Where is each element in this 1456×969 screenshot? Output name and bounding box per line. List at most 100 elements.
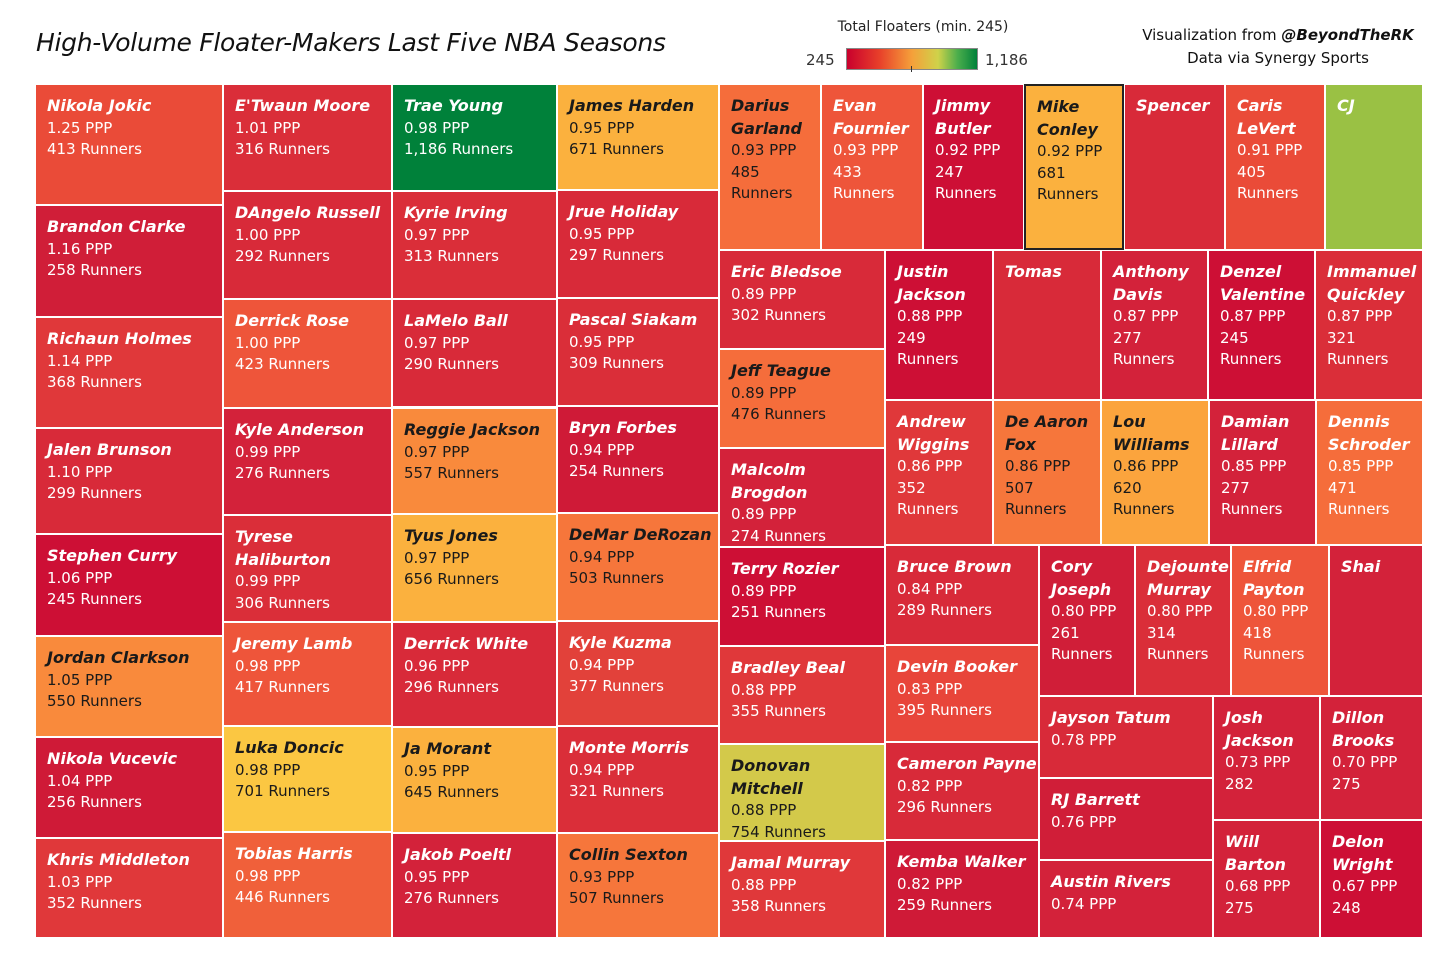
- treemap-cell[interactable]: Nikola Vucevic 1.04 PPP 256 Runners: [35, 737, 223, 838]
- cell-ppp: 0.80 PPP: [1147, 602, 1213, 620]
- treemap-cell[interactable]: Dillon Brooks 0.70 PPP 275: [1320, 696, 1423, 820]
- cell-ppp: 0.93 PPP: [731, 141, 797, 159]
- cell-runners: 251 Runners: [731, 603, 826, 621]
- treemap-cell[interactable]: DAngelo Russell 1.00 PPP 292 Runners: [223, 191, 392, 299]
- treemap-cell[interactable]: Derrick Rose 1.00 PPP 423 Runners: [223, 299, 392, 408]
- cell-runners: 247 Runners: [935, 162, 997, 203]
- treemap-cell[interactable]: DeMar DeRozan 0.94 PPP 503 Runners: [557, 513, 719, 621]
- cell-ppp: 0.95 PPP: [569, 118, 635, 137]
- cell-ppp: 0.94 PPP: [569, 760, 635, 779]
- treemap-cell[interactable]: James Harden 0.95 PPP 671 Runners: [557, 84, 719, 190]
- treemap-cell[interactable]: RJ Barrett 0.76 PPP: [1039, 778, 1213, 860]
- treemap-cell[interactable]: LaMelo Ball 0.97 PPP 290 Runners: [392, 299, 557, 407]
- cell-player-name: De Aaron Fox: [1005, 412, 1089, 454]
- treemap-cell[interactable]: Cameron Payne 0.82 PPP 296 Runners: [885, 742, 1039, 840]
- cell-ppp: 0.83 PPP: [897, 679, 963, 698]
- treemap-cell[interactable]: Pascal Siakam 0.95 PPP 309 Runners: [557, 298, 719, 406]
- treemap-cell[interactable]: Damian Lillard 0.85 PPP 277 Runners: [1209, 400, 1316, 545]
- treemap-cell[interactable]: Justin Jackson 0.88 PPP 249 Runners: [885, 250, 993, 400]
- treemap-cell[interactable]: Bryn Forbes 0.94 PPP 254 Runners: [557, 406, 719, 513]
- credit-handle: @BeyondTheRK: [1281, 26, 1414, 44]
- treemap-cell[interactable]: E'Twaun Moore 1.01 PPP 316 Runners: [223, 84, 392, 191]
- cell-player-name: Eric Bledsoe: [731, 262, 842, 281]
- treemap-cell[interactable]: Luka Doncic 0.98 PPP 701 Runners: [223, 726, 392, 832]
- treemap-cell[interactable]: Anthony Davis 0.87 PPP 277 Runners: [1101, 250, 1208, 400]
- cell-player-name: Andrew Wiggins: [897, 412, 970, 454]
- treemap-cell[interactable]: Tyus Jones 0.97 PPP 656 Runners: [392, 514, 557, 622]
- cell-runners: 507 Runners: [1005, 478, 1067, 519]
- treemap-cell[interactable]: Will Barton 0.68 PPP 275: [1213, 820, 1320, 938]
- treemap-cell[interactable]: Darius Garland 0.93 PPP 485 Runners: [719, 84, 821, 250]
- treemap-cell[interactable]: Derrick White 0.96 PPP 296 Runners: [392, 622, 557, 727]
- cell-runners: 245 Runners: [47, 590, 142, 608]
- treemap-cell[interactable]: Kyle Anderson 0.99 PPP 276 Runners: [223, 408, 392, 515]
- treemap-cell[interactable]: Bradley Beal 0.88 PPP 355 Runners: [719, 646, 885, 744]
- treemap-cell[interactable]: Mike Conley 0.92 PPP 681 Runners: [1024, 84, 1124, 250]
- treemap-cell[interactable]: Brandon Clarke 1.16 PPP 258 Runners: [35, 205, 223, 317]
- treemap-cell[interactable]: Tomas: [993, 250, 1101, 400]
- treemap-cell[interactable]: Tyrese Haliburton 0.99 PPP 306 Runners: [223, 515, 392, 622]
- cell-ppp: 0.78 PPP: [1051, 730, 1117, 749]
- treemap-cell[interactable]: Josh Jackson 0.73 PPP 282: [1213, 696, 1320, 820]
- treemap-cell[interactable]: Elfrid Payton 0.80 PPP 418 Runners: [1231, 545, 1329, 696]
- treemap-cell[interactable]: Richaun Holmes 1.14 PPP 368 Runners: [35, 317, 223, 428]
- treemap-cell[interactable]: Jeff Teague 0.89 PPP 476 Runners: [719, 349, 885, 448]
- treemap-cell[interactable]: Eric Bledsoe 0.89 PPP 302 Runners: [719, 250, 885, 349]
- treemap-cell[interactable]: Immanuel Quickley 0.87 PPP 321 Runners: [1315, 250, 1423, 400]
- treemap-cell[interactable]: Jakob Poeltl 0.95 PPP 276 Runners: [392, 833, 557, 938]
- treemap-cell[interactable]: Jamal Murray 0.88 PPP 358 Runners: [719, 841, 885, 938]
- treemap-cell[interactable]: Nikola Jokic 1.25 PPP 413 Runners: [35, 84, 223, 205]
- cell-ppp: 0.98 PPP: [404, 118, 470, 137]
- treemap-cell[interactable]: Reggie Jackson 0.97 PPP 557 Runners: [392, 408, 557, 514]
- cell-ppp: 0.91 PPP: [1237, 141, 1303, 159]
- treemap-cell[interactable]: Malcolm Brogdon 0.89 PPP 274 Runners: [719, 448, 885, 547]
- treemap-cell[interactable]: Trae Young 0.98 PPP 1,186 Runners: [392, 84, 557, 191]
- treemap-cell[interactable]: Caris LeVert 0.91 PPP 405 Runners: [1225, 84, 1325, 250]
- cell-player-name: Cory Joseph: [1051, 557, 1112, 599]
- treemap-cell[interactable]: Spencer: [1124, 84, 1225, 250]
- treemap-cell[interactable]: Tobias Harris 0.98 PPP 446 Runners: [223, 832, 392, 938]
- treemap-cell[interactable]: Jeremy Lamb 0.98 PPP 417 Runners: [223, 622, 392, 726]
- treemap-cell[interactable]: Dennis Schroder 0.85 PPP 471 Runners: [1316, 400, 1423, 545]
- treemap-cell[interactable]: Jordan Clarkson 1.05 PPP 550 Runners: [35, 636, 223, 737]
- treemap-cell[interactable]: Austin Rivers 0.74 PPP: [1039, 860, 1213, 938]
- treemap-cell[interactable]: Bruce Brown 0.84 PPP 289 Runners: [885, 545, 1039, 645]
- cell-player-name: Mike Conley: [1037, 97, 1098, 139]
- cell-runners: 248: [1332, 898, 1361, 917]
- treemap-cell[interactable]: Evan Fournier 0.93 PPP 433 Runners: [821, 84, 923, 250]
- treemap-cell[interactable]: Cory Joseph 0.80 PPP 261 Runners: [1039, 545, 1135, 696]
- treemap-cell[interactable]: Ja Morant 0.95 PPP 645 Runners: [392, 727, 557, 833]
- treemap-cell[interactable]: Khris Middleton 1.03 PPP 352 Runners: [35, 838, 223, 938]
- cell-ppp: 0.67 PPP: [1332, 877, 1398, 895]
- cell-player-name: Spencer: [1136, 96, 1210, 115]
- treemap-cell[interactable]: Shai: [1329, 545, 1423, 696]
- treemap-cell[interactable]: Donovan Mitchell 0.88 PPP 754 Runners: [719, 744, 885, 841]
- treemap-cell[interactable]: Denzel Valentine 0.87 PPP 245 Runners: [1208, 250, 1315, 400]
- treemap-cell[interactable]: Collin Sexton 0.93 PPP 507 Runners: [557, 833, 719, 938]
- legend-max-label: 1,186: [985, 51, 1028, 69]
- cell-player-name: CJ: [1337, 96, 1355, 115]
- treemap-cell[interactable]: Jimmy Butler 0.92 PPP 247 Runners: [923, 84, 1024, 250]
- treemap-cell[interactable]: Stephen Curry 1.06 PPP 245 Runners: [35, 534, 223, 636]
- treemap-cell[interactable]: Jalen Brunson 1.10 PPP 299 Runners: [35, 428, 223, 534]
- treemap-cell[interactable]: Kemba Walker 0.82 PPP 259 Runners: [885, 840, 1039, 938]
- treemap-cell[interactable]: Terry Rozier 0.89 PPP 251 Runners: [719, 547, 885, 646]
- treemap-cell[interactable]: Monte Morris 0.94 PPP 321 Runners: [557, 726, 719, 833]
- cell-player-name: Denzel Valentine: [1220, 262, 1306, 304]
- treemap-cell[interactable]: Kyle Kuzma 0.94 PPP 377 Runners: [557, 621, 719, 726]
- cell-player-name: Cameron Payne: [897, 754, 1037, 773]
- treemap-cell[interactable]: Lou Williams 0.86 PPP 620 Runners: [1101, 400, 1209, 545]
- cell-ppp: 0.87 PPP: [1220, 307, 1286, 325]
- treemap-cell[interactable]: De Aaron Fox 0.86 PPP 507 Runners: [993, 400, 1101, 545]
- treemap-cell[interactable]: Devin Booker 0.83 PPP 395 Runners: [885, 645, 1039, 742]
- treemap-cell[interactable]: Dejounte Murray 0.80 PPP 314 Runners: [1135, 545, 1231, 696]
- treemap-cell[interactable]: Jayson Tatum 0.78 PPP: [1039, 696, 1213, 778]
- treemap-cell[interactable]: Jrue Holiday 0.95 PPP 297 Runners: [557, 190, 719, 298]
- treemap-cell[interactable]: Andrew Wiggins 0.86 PPP 352 Runners: [885, 400, 993, 545]
- cell-runners: 245 Runners: [1220, 328, 1282, 369]
- cell-runners: 258 Runners: [47, 261, 142, 279]
- cell-runners: 471 Runners: [1328, 478, 1390, 519]
- treemap-cell[interactable]: CJ: [1325, 84, 1423, 250]
- treemap-cell[interactable]: Kyrie Irving 0.97 PPP 313 Runners: [392, 191, 557, 299]
- treemap-cell[interactable]: Delon Wright 0.67 PPP 248: [1320, 820, 1423, 938]
